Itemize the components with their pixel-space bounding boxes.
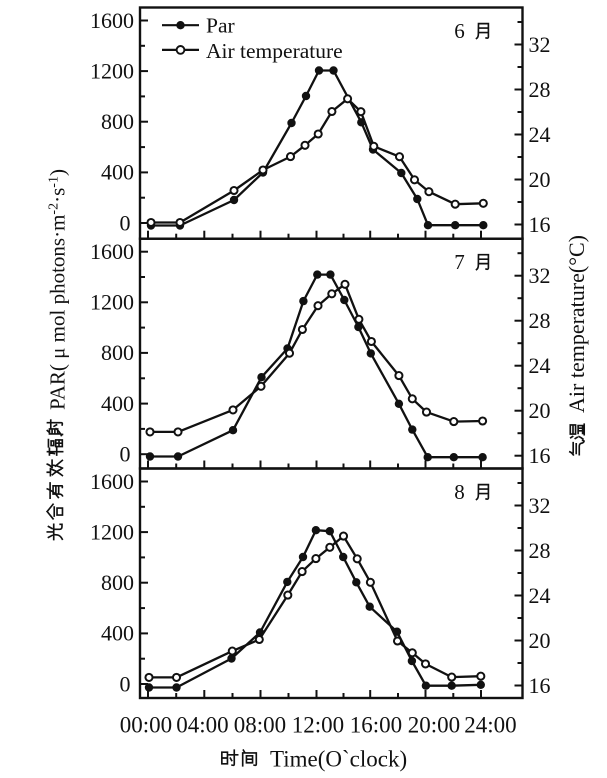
- svg-text:20: 20: [529, 628, 551, 653]
- svg-text:24:00: 24:00: [464, 713, 516, 738]
- svg-text:00:00: 00:00: [120, 713, 172, 738]
- svg-text:32: 32: [529, 493, 551, 518]
- svg-text:20:00: 20:00: [408, 713, 460, 738]
- svg-text:Time(O`clock): Time(O`clock): [270, 747, 407, 772]
- svg-text:1200: 1200: [90, 58, 134, 83]
- svg-text:1600: 1600: [90, 469, 134, 494]
- svg-text:400: 400: [101, 391, 134, 416]
- svg-text:28: 28: [529, 538, 551, 563]
- svg-text:24: 24: [529, 353, 551, 378]
- svg-text:400: 400: [101, 160, 134, 185]
- svg-text:28: 28: [529, 308, 551, 333]
- svg-text:Par: Par: [206, 14, 235, 38]
- svg-text:7: 7: [454, 250, 465, 274]
- svg-text:16:00: 16:00: [350, 713, 402, 738]
- svg-text:8: 8: [454, 480, 465, 504]
- svg-text:28: 28: [529, 77, 551, 102]
- svg-text:20: 20: [529, 167, 551, 192]
- svg-text:20: 20: [529, 398, 551, 423]
- svg-text:16: 16: [529, 443, 551, 468]
- svg-text:1200: 1200: [90, 290, 134, 315]
- svg-text:1200: 1200: [90, 519, 134, 544]
- svg-text:0: 0: [120, 442, 131, 467]
- svg-text:24: 24: [529, 583, 551, 608]
- svg-text:1600: 1600: [90, 239, 134, 264]
- svg-text:Air temperature: Air temperature: [206, 39, 343, 63]
- svg-text:800: 800: [101, 340, 134, 365]
- svg-text:0: 0: [120, 210, 131, 235]
- svg-text:800: 800: [101, 570, 134, 595]
- svg-text:32: 32: [529, 263, 551, 288]
- svg-text:800: 800: [101, 109, 134, 134]
- svg-text:16: 16: [529, 673, 551, 698]
- svg-text:32: 32: [529, 32, 551, 57]
- svg-text:1600: 1600: [90, 8, 134, 33]
- svg-text:16: 16: [529, 212, 551, 237]
- svg-text:08:00: 08:00: [234, 713, 286, 738]
- svg-text:24: 24: [529, 122, 551, 147]
- svg-text:400: 400: [101, 621, 134, 646]
- svg-text:12:00: 12:00: [292, 713, 344, 738]
- svg-text:04:00: 04:00: [176, 713, 228, 738]
- svg-text:Air temperature(°C): Air temperature(°C): [564, 235, 589, 413]
- svg-text:6: 6: [454, 19, 465, 43]
- svg-text:0: 0: [120, 671, 131, 696]
